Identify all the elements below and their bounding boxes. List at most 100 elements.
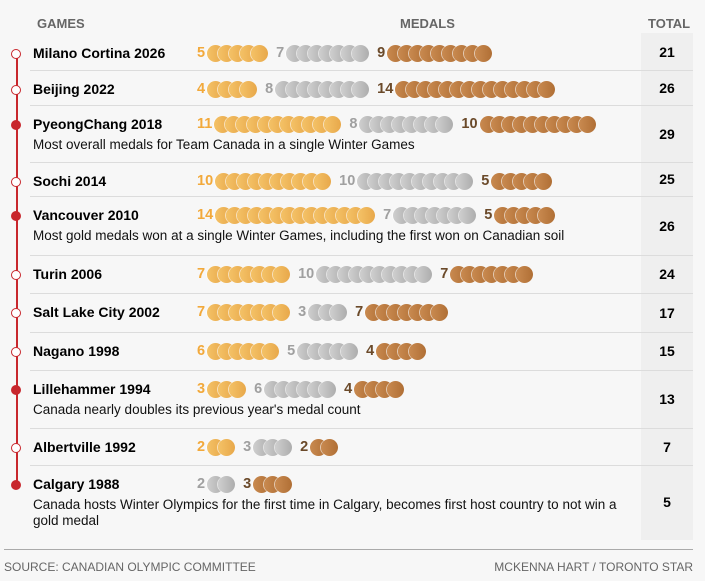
bronze-count: 5 [481, 173, 490, 189]
silver-medal-group: 3 [243, 438, 293, 456]
bronze-medal-group: 14 [377, 80, 556, 98]
silver-count: 7 [383, 207, 392, 223]
bronze-count: 7 [440, 266, 449, 282]
medal-groups: 5 7 9 [197, 43, 500, 63]
bronze-count: 4 [366, 343, 375, 359]
table-row: Lillehammer 1994 Canada nearly doubles it… [11, 371, 693, 429]
bronze-medal-icon [535, 172, 553, 190]
silver-medal-group: 5 [287, 342, 359, 360]
source-text: SOURCE: CANADIAN OLYMPIC COMMITTEE [4, 560, 256, 574]
silver-medal-group: 8 [265, 80, 370, 98]
silver-count: 7 [276, 45, 285, 61]
timeline-marker [11, 270, 21, 280]
gold-medal-group: 2 [197, 438, 236, 456]
total-value: 25 [659, 171, 675, 187]
bronze-count: 4 [344, 381, 353, 397]
timeline-marker [11, 480, 21, 490]
games-name: Lillehammer 1994 [33, 381, 151, 397]
gold-medal-icon [324, 115, 342, 133]
total-value: 26 [659, 217, 675, 234]
total-column-background [641, 33, 693, 540]
bronze-medal-group: 4 [344, 380, 405, 398]
medal-groups: 10 10 5 [197, 171, 560, 191]
bronze-medal-icon [321, 438, 339, 456]
gold-count: 6 [197, 343, 206, 359]
gold-medal-group: 11 [197, 115, 342, 133]
gold-count: 11 [197, 116, 213, 132]
silver-count: 8 [349, 116, 358, 132]
table-row: Milano Cortina 2026 5 7 9 21 [11, 35, 693, 71]
silver-count: 10 [298, 266, 315, 282]
games-note: Canada nearly doubles its previous year'… [33, 402, 361, 417]
bronze-medal-group: 2 [300, 438, 339, 456]
silver-medal-icon [330, 303, 348, 321]
gold-medal-icon [273, 303, 291, 321]
gold-medal-icon [273, 265, 291, 283]
bronze-count: 5 [484, 207, 493, 223]
bronze-medal-group: 4 [366, 342, 427, 360]
timeline-marker [11, 85, 21, 95]
silver-medal-group: 3 [298, 303, 348, 321]
silver-count: 6 [254, 381, 263, 397]
silver-medal-icon [352, 44, 370, 62]
bronze-medal-group: 3 [243, 475, 293, 493]
bronze-medal-icon [538, 80, 556, 98]
silver-medal-group: 7 [276, 44, 370, 62]
gold-medal-group: 10 [197, 172, 332, 190]
gold-medal-icon [251, 44, 269, 62]
games-name: Sochi 2014 [33, 173, 107, 189]
bronze-medal-icon [275, 475, 293, 493]
silver-medal-icon [352, 80, 370, 98]
medal-groups: 3 6 4 [197, 379, 412, 399]
table-row: Salt Lake City 2002 7 3 7 17 [11, 294, 693, 333]
silver-medal-icon [341, 342, 359, 360]
silver-count: 5 [287, 343, 296, 359]
medal-groups: 6 5 4 [197, 341, 434, 361]
silver-medal-group: 10 [298, 265, 433, 283]
silver-count: 8 [265, 81, 274, 97]
games-name: Albertville 1992 [33, 439, 136, 455]
table-row: Nagano 1998 6 5 4 15 [11, 333, 693, 371]
gold-count: 14 [197, 207, 214, 223]
gold-medal-icon [240, 80, 258, 98]
silver-medal-icon [436, 115, 454, 133]
table-row: Calgary 1988 Canada hosts Winter Olympics… [11, 466, 693, 540]
medal-groups: 14 7 5 [197, 205, 563, 225]
gold-medal-icon [262, 342, 280, 360]
bronze-medal-group: 5 [484, 206, 556, 224]
total-value: 15 [659, 343, 675, 359]
gold-count: 5 [197, 45, 206, 61]
bronze-count: 7 [355, 304, 364, 320]
gold-medal-icon [358, 206, 376, 224]
silver-medal-group: 6 [254, 380, 337, 398]
gold-count: 7 [197, 266, 206, 282]
footer-divider [4, 549, 693, 550]
timeline-marker [11, 49, 21, 59]
silver-medal-group: 2 [197, 475, 236, 493]
gold-medal-group: 5 [197, 44, 269, 62]
games-name: Calgary 1988 [33, 476, 120, 492]
silver-medal-icon [459, 206, 477, 224]
bronze-medal-icon [578, 115, 596, 133]
silver-count: 2 [197, 476, 206, 492]
games-name: PyeongChang 2018 [33, 116, 163, 132]
gold-count: 10 [197, 173, 214, 189]
total-value: 21 [659, 44, 675, 60]
games-name: Beijing 2022 [33, 81, 115, 97]
silver-medal-icon [275, 438, 293, 456]
silver-medal-group: 7 [383, 206, 477, 224]
medal-groups: 4 8 14 [197, 79, 563, 99]
total-value: 13 [659, 391, 675, 407]
timeline-marker [11, 211, 21, 221]
bronze-medal-group: 9 [377, 44, 493, 62]
timeline-marker [11, 308, 21, 318]
bronze-count: 9 [377, 45, 386, 61]
bronze-count: 10 [461, 116, 478, 132]
bronze-medal-group: 7 [355, 303, 449, 321]
total-value: 24 [659, 266, 675, 282]
gold-count: 4 [197, 81, 206, 97]
table-row: Albertville 1992 2 3 2 7 [11, 429, 693, 466]
gold-medal-group: 4 [197, 80, 258, 98]
header-medals: MEDALS [400, 16, 455, 31]
gold-count: 7 [197, 304, 206, 320]
